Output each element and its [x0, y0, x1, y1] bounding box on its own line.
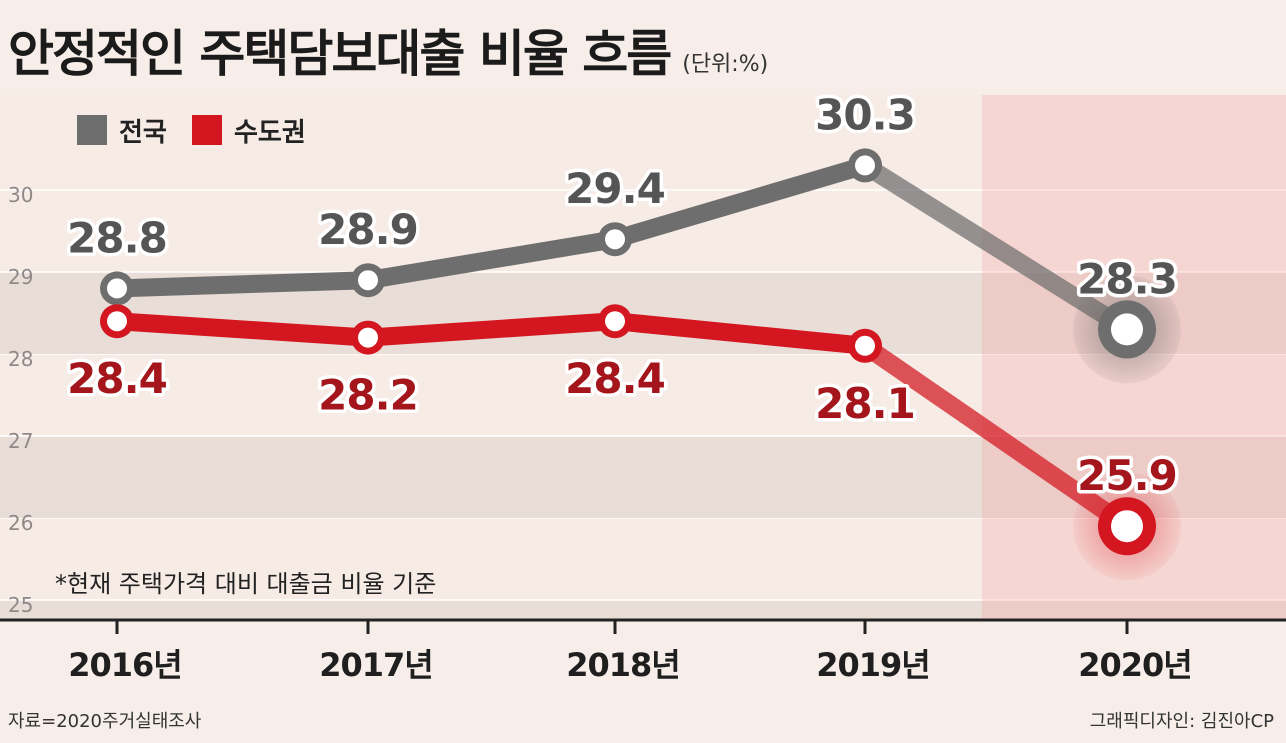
series-line: [108, 312, 874, 355]
data-label: 29.4: [565, 164, 665, 213]
chart-note: *현재 주택가격 대비 대출금 비율 기준: [55, 570, 436, 598]
x-tick-label: 2019년: [816, 646, 930, 684]
data-label: 25.9: [1077, 451, 1177, 500]
data-label: 28.3: [1077, 254, 1177, 303]
series-line: [108, 156, 874, 298]
grid-band: [0, 600, 1286, 620]
unit-label: (단위:%): [682, 52, 769, 77]
data-point-center: [855, 335, 875, 356]
data-label: 28.1: [815, 379, 915, 428]
data-label: 28.8: [67, 213, 167, 262]
y-tick-label: 26: [8, 511, 33, 535]
data-point-center: [107, 278, 127, 299]
y-tick-label: 27: [8, 429, 33, 453]
data-point-center: [605, 229, 625, 250]
data-point-center: [855, 155, 875, 176]
data-point-center: [605, 311, 625, 332]
data-point-center: [1111, 313, 1143, 346]
data-point-center: [107, 311, 127, 332]
data-label: 28.4: [565, 354, 665, 403]
legend-label: 수도권: [234, 118, 306, 148]
data-label: 28.2: [318, 371, 418, 420]
legend-swatch: [77, 115, 107, 145]
data-point-center: [358, 270, 378, 291]
data-point-center: [1111, 510, 1143, 543]
y-tick-label: 30: [8, 183, 33, 207]
title-row: 안정적인 주택담보대출 비율 흐름 (단위:%): [8, 14, 768, 84]
credit-text: 그래픽디자인: 김진아CP: [1089, 711, 1274, 732]
data-label: 28.4: [67, 354, 167, 403]
legend-label: 전국: [119, 118, 167, 148]
y-tick-label: 29: [8, 265, 33, 289]
plot-background: [0, 95, 1286, 620]
data-label: 30.3: [815, 90, 915, 139]
grid-band: [0, 436, 1286, 518]
y-tick-label: 25: [8, 593, 33, 617]
x-tick-label: 2018년: [566, 646, 680, 684]
chart-title: 안정적인 주택담보대출 비율 흐름: [8, 25, 672, 83]
source-text: 자료=2020주거실태조사: [8, 711, 202, 732]
y-tick-label: 28: [8, 347, 33, 371]
series-capital-region: 28.4 28.2 28.4 28.1 25.9: [64, 304, 1181, 581]
series-national: 28.8 28.9 29.4 30.3 28.3: [64, 87, 1181, 384]
data-label: 28.9: [318, 205, 418, 254]
x-tick-label: 2020년: [1078, 646, 1192, 684]
legend-swatch: [192, 115, 222, 145]
x-tick-label: 2017년: [319, 646, 433, 684]
data-point-center: [358, 327, 378, 348]
legend: 전국 수도권: [77, 115, 306, 148]
x-tick-label: 2016년: [68, 646, 182, 684]
